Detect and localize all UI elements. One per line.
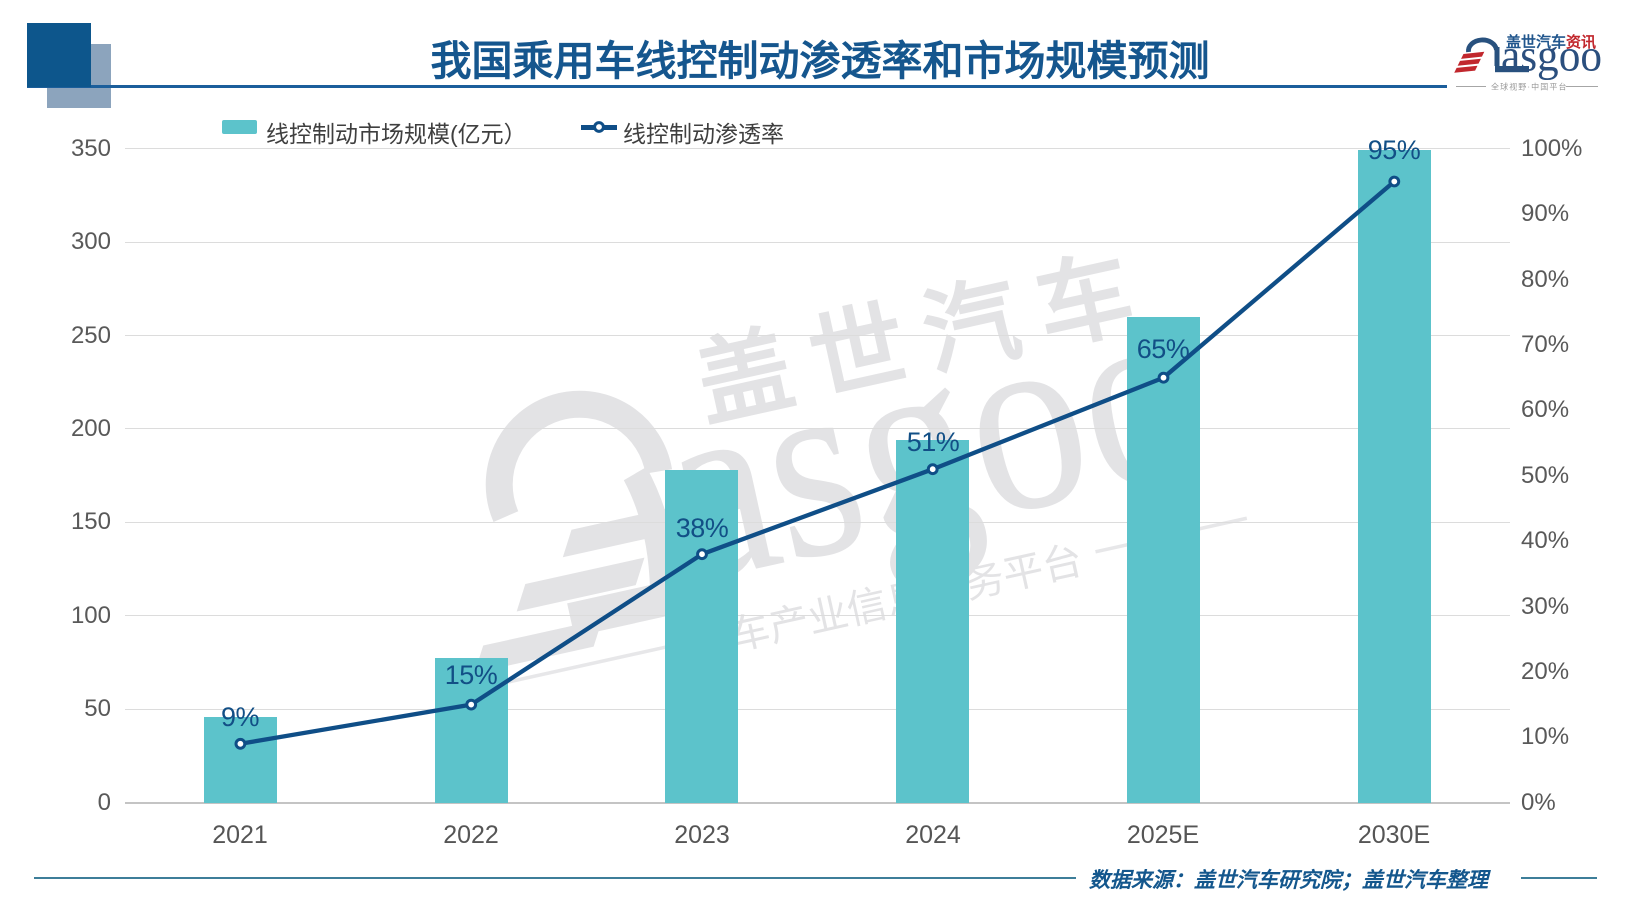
svg-text:asgoo: asgoo [1501,31,1602,81]
svg-text:全球视野·中国平台: 全球视野·中国平台 [1491,82,1568,92]
svg-text:盖世汽车资讯: 盖世汽车资讯 [1506,33,1596,51]
